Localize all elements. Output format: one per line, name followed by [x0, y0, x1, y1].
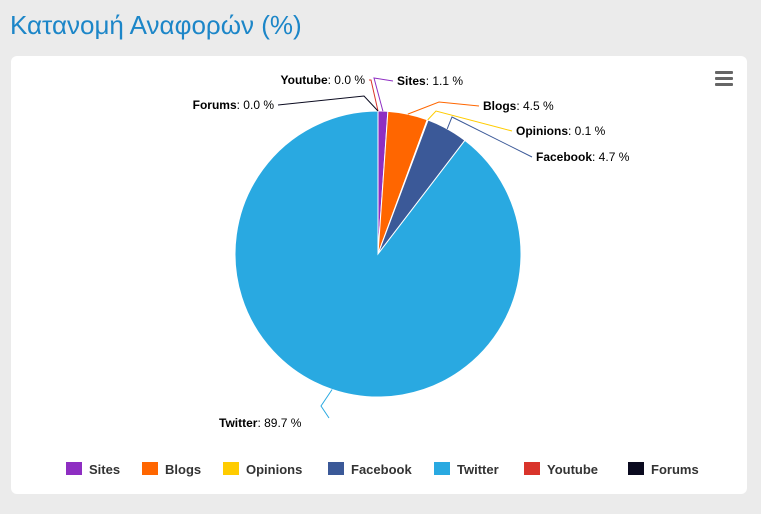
chart-card: Sites: 1.1 % Blogs: 4.5 % Opinions: 0.1 % F…	[11, 56, 747, 494]
connector-facebook	[446, 116, 533, 158]
legend-label-sites: Sites	[89, 462, 120, 477]
legend-item-blogs[interactable]: Blogs	[142, 462, 201, 477]
data-label-opinions: Opinions: 0.1 %	[516, 124, 606, 138]
legend-item-forums[interactable]: Forums	[628, 462, 699, 477]
connector-twitter	[320, 389, 333, 419]
legend-item-opinions[interactable]: Opinions	[223, 462, 302, 477]
data-label-forums: Forums: 0.0 %	[193, 98, 275, 112]
pie-chart: Sites: 1.1 % Blogs: 4.5 % Opinions: 0.1 % F…	[66, 73, 699, 477]
legend-swatch-twitter	[434, 462, 450, 475]
legend-item-twitter[interactable]: Twitter	[434, 462, 499, 477]
connector-sites	[373, 77, 394, 112]
legend-label-opinions: Opinions	[246, 462, 302, 477]
page-title: Κατανομή Αναφορών (%)	[10, 10, 302, 40]
data-label-twitter: Twitter: 89.7 %	[219, 416, 302, 430]
data-label-sites: Sites: 1.1 %	[397, 74, 463, 88]
legend-swatch-forums	[628, 462, 644, 475]
connector-forums	[277, 95, 379, 112]
legend-label-facebook: Facebook	[351, 462, 412, 477]
legend-label-forums: Forums	[651, 462, 699, 477]
legend-item-facebook[interactable]: Facebook	[328, 462, 412, 477]
legend-swatch-facebook	[328, 462, 344, 475]
legend-label-twitter: Twitter	[457, 462, 499, 477]
pie-slice-twitter[interactable]	[234, 110, 522, 398]
data-label-blogs: Blogs: 4.5 %	[483, 99, 554, 113]
connector-opinions	[427, 110, 513, 132]
legend-item-sites[interactable]: Sites	[66, 462, 120, 477]
legend-swatch-blogs	[142, 462, 158, 475]
data-label-facebook: Facebook: 4.7 %	[536, 150, 630, 164]
data-label-youtube: Youtube: 0.0 %	[281, 73, 366, 87]
connector-youtube	[369, 79, 379, 112]
legend-swatch-youtube	[524, 462, 540, 475]
legend-item-youtube[interactable]: Youtube	[524, 462, 598, 477]
legend-swatch-sites	[66, 462, 82, 475]
connector-blogs	[407, 101, 480, 115]
hamburger-menu-icon[interactable]	[713, 68, 735, 88]
legend-swatch-opinions	[223, 462, 239, 475]
legend-label-youtube: Youtube	[547, 462, 598, 477]
legend-label-blogs: Blogs	[165, 462, 201, 477]
